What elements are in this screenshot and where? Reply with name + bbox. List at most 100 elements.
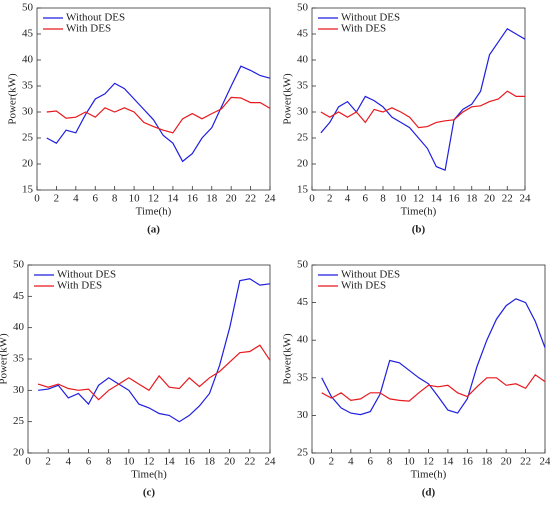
y-tick-label: 35 (297, 371, 309, 383)
x-tick-label: 24 (540, 456, 550, 468)
x-tick-label: 6 (93, 193, 99, 205)
x-tick-label: 22 (245, 193, 256, 205)
x-tick-label: 2 (327, 193, 333, 205)
x-tick-label: 12 (148, 193, 159, 205)
y-tick-label: 50 (22, 2, 34, 14)
y-tick-label: 35 (22, 80, 34, 92)
x-tick-label: 8 (112, 193, 118, 205)
x-tick-label: 20 (226, 193, 238, 205)
data-line (46, 96, 271, 134)
x-tick-label: 14 (431, 193, 443, 205)
y-tick-label: 50 (297, 2, 309, 14)
plot-frame (311, 264, 546, 454)
x-tick-label: 18 (481, 456, 493, 468)
y-axis-label: Power(kW) (282, 333, 294, 385)
x-tick-label: 12 (423, 456, 434, 468)
y-axis-label: Power(kW) (282, 73, 294, 125)
x-tick-label: 20 (501, 456, 513, 468)
data-line (46, 65, 271, 163)
x-tick-label: 20 (224, 456, 236, 468)
x-tick-label: 12 (413, 193, 424, 205)
x-tick-label: 12 (144, 456, 155, 468)
x-tick-label: 0 (309, 193, 315, 205)
x-tick-label: 24 (265, 456, 277, 468)
y-axis-label: Power(kW) (7, 73, 19, 125)
y-tick-label: 20 (22, 158, 34, 170)
x-tick-label: 6 (368, 456, 374, 468)
panel-label: (a) (147, 224, 160, 236)
x-tick-label: 24 (265, 193, 277, 205)
plot-frame (36, 7, 271, 191)
y-tick-label: 30 (297, 409, 309, 421)
y-tick-label: 40 (22, 54, 34, 66)
x-tick-label: 8 (106, 456, 112, 468)
y-tick-label: 35 (13, 353, 25, 365)
x-axis-label: Time(h) (136, 206, 172, 218)
data-line (321, 298, 546, 416)
y-tick-label: 50 (13, 259, 25, 271)
x-tick-label: 18 (466, 193, 478, 205)
x-tick-label: 16 (187, 193, 199, 205)
x-tick-label: 2 (54, 193, 60, 205)
legend-label: With DES (66, 23, 111, 35)
x-tick-label: 10 (404, 456, 416, 468)
legend-label: With DES (341, 23, 386, 35)
x-tick-label: 8 (380, 193, 386, 205)
y-tick-label: 40 (297, 54, 309, 66)
data-line (320, 27, 526, 172)
x-tick-label: 0 (25, 456, 31, 468)
y-axis-label: Power(kW) (0, 333, 10, 385)
y-tick-label: 40 (13, 321, 25, 333)
y-tick-label: 25 (13, 415, 25, 427)
data-line (321, 373, 546, 402)
y-tick-label: 45 (13, 290, 25, 302)
legend-label: Without DES (57, 269, 116, 281)
x-tick-label: 14 (167, 193, 179, 205)
panel-label: (b) (412, 224, 426, 236)
x-axis-label: Time(h) (411, 469, 447, 481)
x-tick-label: 22 (520, 456, 531, 468)
x-tick-label: 4 (73, 193, 79, 205)
y-tick-label: 20 (13, 447, 25, 459)
data-line (320, 90, 525, 129)
x-tick-label: 4 (345, 193, 351, 205)
legend-label: Without DES (341, 269, 400, 281)
x-tick-label: 10 (123, 456, 135, 468)
x-axis-label: Time(h) (401, 206, 437, 218)
y-tick-label: 30 (13, 384, 25, 396)
x-tick-label: 18 (206, 193, 218, 205)
x-tick-label: 10 (129, 193, 141, 205)
y-tick-label: 15 (22, 184, 34, 196)
y-tick-label: 45 (297, 296, 309, 308)
x-tick-label: 16 (462, 456, 474, 468)
y-tick-label: 45 (297, 28, 309, 40)
legend-label: With DES (57, 280, 102, 292)
panel-label: (c) (143, 487, 156, 499)
y-tick-label: 20 (297, 158, 309, 170)
x-tick-label: 20 (484, 193, 496, 205)
legend-label: With DES (341, 280, 386, 292)
y-tick-label: 30 (22, 106, 34, 118)
x-tick-label: 14 (164, 456, 176, 468)
x-tick-label: 4 (348, 456, 354, 468)
y-tick-label: 40 (297, 334, 309, 346)
x-tick-label: 16 (449, 193, 461, 205)
x-tick-label: 16 (184, 456, 196, 468)
x-tick-label: 2 (329, 456, 335, 468)
x-tick-label: 0 (34, 193, 40, 205)
y-tick-label: 30 (297, 106, 309, 118)
x-tick-label: 8 (387, 456, 393, 468)
y-tick-label: 25 (22, 132, 34, 144)
x-tick-label: 10 (395, 193, 407, 205)
y-tick-label: 15 (297, 184, 309, 196)
data-line (37, 344, 271, 401)
x-tick-label: 22 (502, 193, 513, 205)
panel-label: (d) (422, 487, 436, 499)
x-tick-label: 24 (520, 193, 532, 205)
legend-label: Without DES (66, 12, 125, 24)
x-tick-label: 22 (244, 456, 255, 468)
plot-frame (311, 7, 526, 191)
y-tick-label: 35 (297, 80, 309, 92)
y-tick-label: 45 (22, 28, 34, 40)
